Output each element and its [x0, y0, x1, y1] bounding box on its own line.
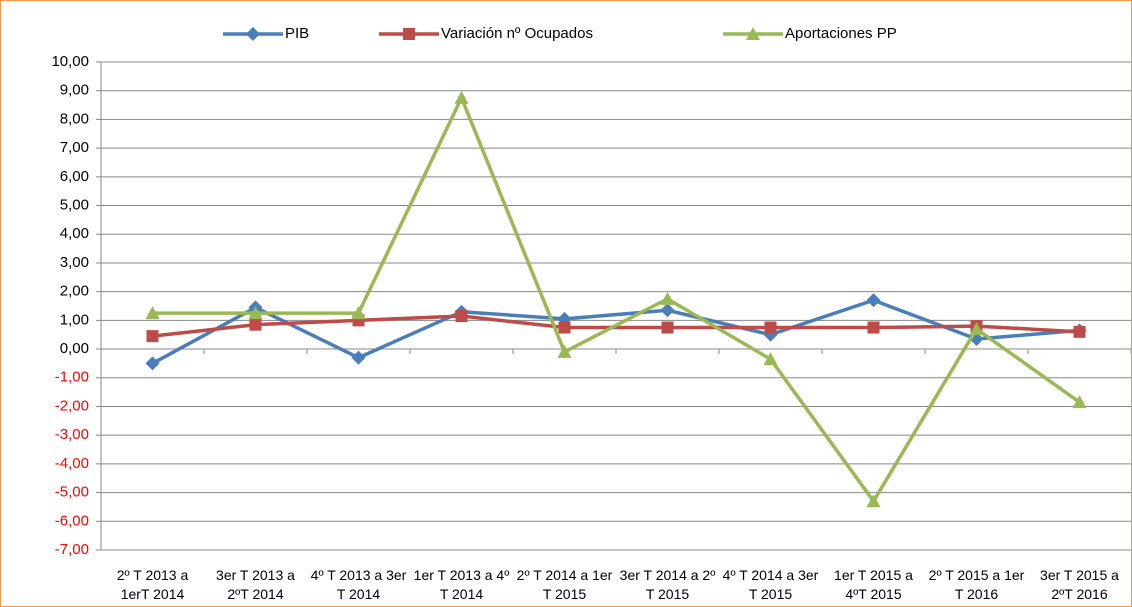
- marker: [455, 310, 468, 323]
- series-line: [151, 298, 1080, 365]
- x-tick-label: 3er T 2014 a 2º T 2015: [619, 567, 716, 602]
- x-tick-label: 3er T 2015 a 2ºT 2016: [1040, 567, 1119, 602]
- y-tick-label: -4,00: [55, 455, 89, 472]
- y-tick-label: -6,00: [55, 512, 89, 529]
- marker: [145, 306, 160, 320]
- y-tick-label: -3,00: [55, 426, 89, 443]
- marker: [1072, 395, 1087, 409]
- marker: [746, 27, 760, 40]
- legend-label: Aportaciones PP: [785, 25, 897, 42]
- marker: [558, 321, 571, 334]
- marker: [1073, 325, 1086, 338]
- marker: [764, 321, 777, 334]
- marker: [146, 330, 159, 343]
- y-tick-label: 5,00: [60, 196, 89, 213]
- x-tick-label: 3er T 2013 a 2ºT 2014: [216, 567, 295, 602]
- y-tick-label: -7,00: [55, 541, 89, 558]
- x-tick-label: 4º T 2013 a 3er T 2014: [310, 567, 407, 602]
- marker: [403, 28, 415, 40]
- y-tick-label: 7,00: [60, 139, 89, 156]
- y-tick-label: 4,00: [60, 225, 89, 242]
- marker: [660, 291, 675, 305]
- legend-label: PIB: [285, 25, 309, 42]
- x-tick-label: 2º T 2015 a 1er T 2016: [928, 567, 1025, 602]
- marker: [351, 306, 366, 320]
- series-line: [152, 93, 1081, 505]
- y-tick-label: 3,00: [60, 254, 89, 271]
- y-tick-label: -1,00: [55, 369, 89, 386]
- y-tick-label: 8,00: [60, 110, 89, 127]
- y-tick-label: 1,00: [60, 311, 89, 328]
- marker: [763, 352, 778, 366]
- marker: [866, 494, 881, 508]
- marker: [866, 293, 881, 308]
- y-tick-label: 9,00: [60, 82, 89, 99]
- marker: [454, 90, 469, 104]
- marker: [248, 306, 263, 320]
- marker: [867, 321, 880, 334]
- legend-label: Variación nº Ocupados: [441, 25, 593, 42]
- marker: [661, 321, 674, 334]
- marker: [969, 321, 984, 335]
- y-tick-label: -5,00: [55, 484, 89, 501]
- series-line: [152, 314, 1080, 338]
- marker: [557, 344, 572, 358]
- x-tick-label: 4º T 2014 a 3er T 2015: [722, 567, 819, 602]
- y-tick-label: 0,00: [60, 340, 89, 357]
- x-tick-label: 2º T 2014 a 1er T 2015: [516, 567, 613, 602]
- marker: [351, 350, 366, 365]
- x-tick-label: 1er T 2013 a 4º T 2014: [413, 567, 510, 602]
- y-tick-label: 10,00: [51, 53, 89, 70]
- y-tick-label: 6,00: [60, 168, 89, 185]
- marker: [249, 318, 262, 331]
- y-tick-label: 2,00: [60, 283, 89, 300]
- x-tick-label: 2º T 2013 a 1erT 2014: [116, 567, 189, 602]
- marker: [246, 27, 260, 41]
- marker: [145, 356, 160, 371]
- marker: [660, 303, 675, 318]
- y-tick-label: -2,00: [55, 397, 89, 414]
- x-tick-label: 1er T 2015 a 4ºT 2015: [834, 567, 913, 602]
